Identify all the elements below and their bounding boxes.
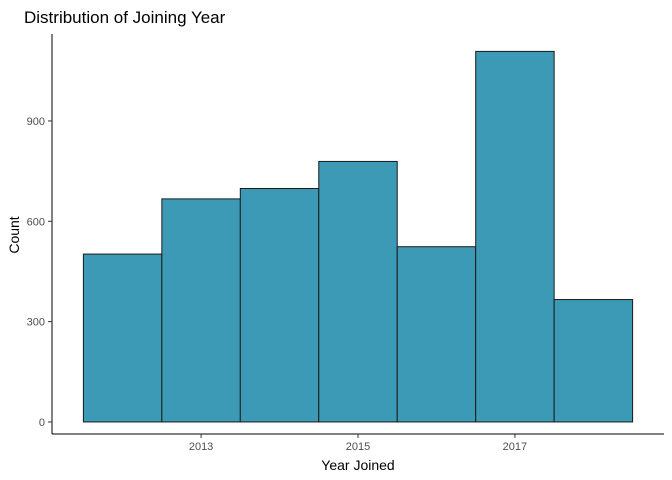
histogram-bar-5	[396, 246, 477, 423]
chart-title: Distribution of Joining Year	[24, 8, 226, 27]
y-axis-ticks: 0 300 600 900	[27, 116, 52, 429]
y-tick-label: 0	[39, 417, 45, 429]
bars-group	[82, 50, 634, 423]
y-axis-title: Count	[6, 216, 22, 253]
y-tick-label: 900	[27, 116, 45, 128]
histogram-bar-4	[318, 160, 398, 423]
x-tick-label: 2015	[346, 441, 370, 453]
x-tick-label: 2013	[189, 441, 213, 453]
histogram-bar-3	[239, 188, 320, 423]
histogram-bar-6	[475, 50, 555, 423]
histogram-bar-2	[161, 198, 241, 423]
x-axis-title: Year Joined	[321, 457, 394, 473]
histogram-bar-1	[82, 253, 163, 423]
y-tick-label: 600	[27, 216, 45, 228]
y-tick-label: 300	[27, 317, 45, 329]
x-tick-label: 2017	[503, 441, 527, 453]
x-axis-ticks: 2013 2015 2017	[189, 434, 527, 453]
histogram-bar-7	[553, 299, 634, 423]
